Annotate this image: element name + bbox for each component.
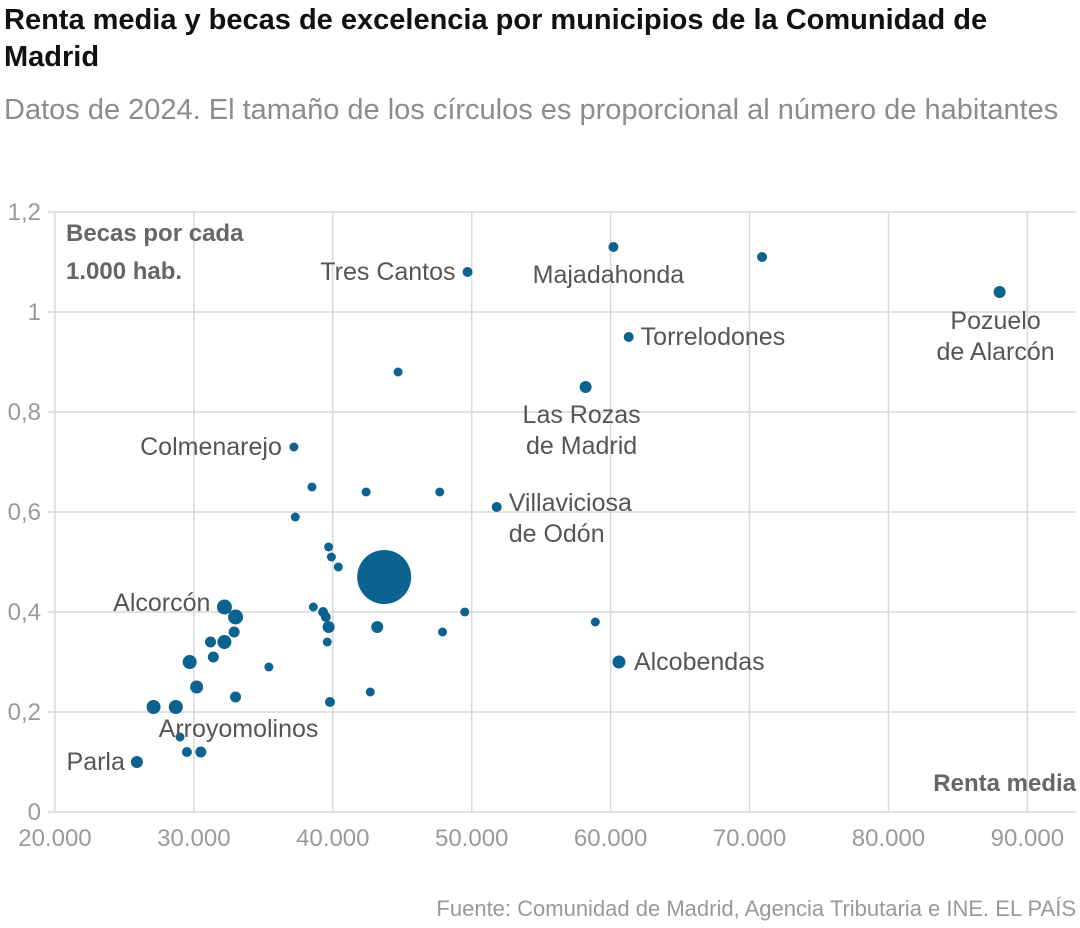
y-tick-label: 1,2 (8, 199, 41, 226)
x-tick-label: 20.000 (18, 825, 91, 852)
data-point (146, 700, 161, 714)
chart-subtitle: Datos de 2024. El tamaño de los círculos… (4, 94, 1059, 126)
point-labels: Parla Alcorcón Arroyomolinos Colmenarejo Tre… (67, 258, 1055, 776)
x-tick-label: 80.000 (852, 825, 925, 852)
data-point (333, 562, 343, 572)
data-point (205, 636, 217, 648)
data-point (612, 655, 626, 669)
data-point (326, 552, 336, 562)
data-point (579, 381, 592, 393)
point-label: Torrelodones (641, 323, 786, 351)
x-axis-title: Renta media (933, 770, 1076, 797)
data-point (590, 617, 600, 627)
data-point (491, 502, 502, 512)
data-point (320, 612, 331, 622)
data-point (357, 550, 412, 604)
data-point (324, 542, 334, 552)
point-label-line: Tres Cantos (320, 258, 455, 286)
y-axis-title: Becas por cada (66, 220, 244, 247)
data-point (371, 621, 384, 633)
data-point (175, 732, 185, 742)
point-label: Alcorcón (113, 589, 210, 617)
point-label: Arroyomolinos (159, 715, 319, 743)
data-point (182, 655, 197, 669)
data-point (290, 512, 300, 522)
chart-grid (48, 211, 1076, 813)
axis-titles: Becas por cada 1.000 hab. Renta media (66, 220, 1077, 797)
point-label-line: Villaviciosa (509, 489, 632, 517)
data-point (228, 626, 240, 638)
y-tick-label: 0,2 (8, 699, 41, 726)
data-point (216, 599, 232, 615)
data-point (217, 635, 232, 649)
data-point (322, 621, 335, 633)
point-label-line: Las Rozas (523, 401, 641, 429)
point-label-line: Colmenarejo (140, 433, 282, 461)
point-label: Alcobendas (634, 648, 765, 676)
data-point (757, 252, 768, 262)
point-label-line: Alcobendas (634, 648, 765, 676)
point-label: Las Rozas de Madrid (523, 401, 641, 460)
x-tick-label: 30.000 (157, 825, 230, 852)
axis-ticks: 0 0,2 0,4 0,6 0,8 1 1,2 20.000 30.000 40.000 50.00… (8, 199, 1064, 852)
x-tick-label: 40.000 (296, 825, 369, 852)
data-point (181, 747, 192, 757)
data-point (462, 267, 473, 277)
y-axis-title: 1.000 hab. (66, 258, 182, 285)
point-label-line: Parla (67, 748, 125, 776)
data-point (228, 609, 244, 625)
data-point (393, 367, 403, 377)
source-note: Fuente: Comunidad de Madrid, Agencia Tri… (436, 896, 1076, 921)
data-point (608, 242, 619, 252)
data-point (190, 680, 204, 694)
data-point (207, 651, 219, 663)
y-tick-label: 1 (28, 299, 41, 326)
data-point (438, 627, 448, 637)
scatter-chart: 0 0,2 0,4 0,6 0,8 1 1,2 20.000 30.000 40.000 50.00… (8, 199, 1077, 852)
point-label-line: Torrelodones (641, 323, 786, 351)
chart-title: Renta media y becas de excelencia por mu… (4, 4, 988, 73)
point-label-line: Majadahonda (533, 261, 685, 289)
data-point (264, 662, 274, 672)
data-point (308, 602, 318, 612)
data-point (307, 482, 317, 492)
data-points (130, 242, 1006, 768)
point-label: Villaviciosa de Odón (509, 489, 632, 548)
data-point (460, 607, 470, 617)
data-point (361, 487, 371, 497)
data-point (195, 746, 207, 758)
point-label-line: Alcorcón (113, 589, 210, 617)
x-tick-label: 70.000 (713, 825, 786, 852)
data-point (130, 756, 143, 768)
point-label-line: Arroyomolinos (159, 715, 319, 743)
x-tick-label: 60.000 (574, 825, 647, 852)
data-point (325, 697, 336, 707)
point-label: Colmenarejo (140, 433, 282, 461)
x-tick-label: 50.000 (435, 825, 508, 852)
point-label: Parla (67, 748, 125, 776)
data-point (168, 700, 183, 714)
y-tick-label: 0,6 (8, 499, 41, 526)
point-label-line: de Madrid (526, 432, 637, 460)
point-label-line: de Alarcón (937, 338, 1055, 366)
data-point (322, 637, 332, 647)
point-label: Pozuelo de Alarcón (937, 307, 1055, 366)
data-point (230, 691, 242, 703)
y-tick-label: 0,8 (8, 399, 41, 426)
x-tick-label: 90.000 (991, 825, 1064, 852)
data-point (435, 487, 445, 497)
point-label-line: Pozuelo (950, 307, 1040, 335)
data-point (623, 332, 634, 342)
y-tick-label: 0,4 (8, 599, 41, 626)
data-point (993, 286, 1006, 298)
data-point (365, 687, 375, 697)
y-tick-label: 0 (28, 799, 41, 826)
point-label-line: de Odón (509, 520, 605, 548)
point-label: Tres Cantos (320, 258, 455, 286)
data-point (289, 442, 299, 452)
point-label: Majadahonda (533, 261, 685, 289)
